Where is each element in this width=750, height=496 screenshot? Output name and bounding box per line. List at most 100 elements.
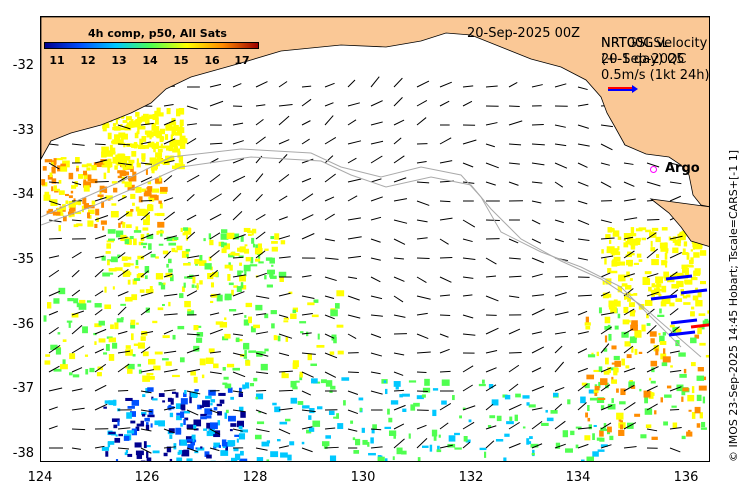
current-arrow bbox=[48, 181, 59, 184]
sst-patch bbox=[208, 428, 215, 435]
current-arrow bbox=[531, 308, 545, 316]
sst-patch bbox=[657, 314, 665, 317]
sst-patch bbox=[186, 458, 193, 461]
sst-patch bbox=[86, 300, 92, 303]
current-arrow bbox=[462, 314, 474, 319]
current-arrow bbox=[209, 232, 221, 240]
current-arrow bbox=[163, 329, 174, 335]
sst-patch bbox=[690, 257, 694, 262]
sst-patch bbox=[141, 188, 147, 192]
sst-patch bbox=[138, 125, 146, 130]
sst-patch bbox=[172, 374, 180, 378]
current-arrow bbox=[646, 428, 658, 432]
sst-patch bbox=[702, 320, 709, 325]
sst-patch bbox=[138, 208, 146, 216]
sst-patch bbox=[528, 404, 536, 408]
current-arrow bbox=[393, 276, 405, 282]
sst-patch bbox=[129, 411, 137, 417]
current-arrow bbox=[94, 363, 107, 373]
sst-patch bbox=[600, 405, 605, 409]
current-arrow bbox=[370, 100, 383, 107]
sst-patch bbox=[698, 243, 703, 249]
sst-patch bbox=[169, 141, 178, 148]
current-arrow bbox=[577, 124, 589, 129]
sst-patch bbox=[672, 422, 678, 429]
sst-patch bbox=[217, 411, 222, 416]
sst-patch bbox=[321, 441, 330, 447]
sst-patch bbox=[686, 264, 693, 268]
sst-patch bbox=[158, 281, 162, 286]
sst-patch bbox=[669, 302, 675, 307]
current-arrow bbox=[600, 291, 611, 297]
sst-patch bbox=[396, 447, 403, 455]
sst-patch bbox=[125, 449, 129, 453]
sst-patch bbox=[151, 396, 154, 400]
sst-patch bbox=[661, 362, 668, 367]
current-arrow bbox=[232, 409, 246, 413]
sst-patch bbox=[250, 326, 256, 333]
sst-patch bbox=[452, 395, 455, 401]
sst-patch bbox=[217, 420, 221, 426]
sst-patch bbox=[122, 120, 128, 123]
sst-patch bbox=[659, 242, 668, 249]
sst-patch bbox=[255, 244, 258, 251]
current-arrow bbox=[186, 348, 200, 354]
current-arrow bbox=[301, 138, 310, 145]
sst-patch bbox=[62, 359, 66, 366]
sst-patch bbox=[223, 376, 229, 380]
sst-patch bbox=[317, 333, 320, 340]
sst-patch bbox=[183, 282, 186, 288]
sst-patch bbox=[174, 163, 183, 168]
sst-patch bbox=[174, 250, 178, 253]
current-arrow bbox=[669, 308, 679, 316]
sst-patch bbox=[82, 197, 87, 204]
sst-patch bbox=[586, 456, 594, 461]
sst-patch bbox=[156, 158, 164, 164]
sst-patch bbox=[143, 144, 150, 149]
sst-patch bbox=[245, 302, 253, 308]
current-arrow bbox=[324, 295, 335, 300]
sst-patch bbox=[328, 410, 335, 416]
sst-patch bbox=[126, 430, 135, 434]
current-arrow bbox=[485, 350, 498, 354]
sst-patch bbox=[111, 256, 118, 263]
sst-patch bbox=[251, 231, 254, 236]
sst-patch bbox=[699, 325, 705, 330]
current-arrow bbox=[48, 269, 60, 278]
sst-patch bbox=[671, 283, 680, 289]
sst-patch bbox=[228, 282, 234, 286]
sst-patch bbox=[130, 322, 136, 329]
sst-patch bbox=[664, 263, 668, 268]
sst-patch bbox=[649, 377, 652, 381]
sst-patch bbox=[633, 262, 640, 265]
sst-patch bbox=[383, 380, 387, 383]
sst-patch bbox=[204, 408, 213, 415]
current-arrow bbox=[416, 219, 428, 223]
sst-patch bbox=[546, 417, 554, 422]
sst-patch bbox=[135, 206, 140, 212]
current-arrow bbox=[255, 389, 267, 392]
sst-patch bbox=[208, 389, 216, 396]
sst-patch bbox=[431, 429, 438, 437]
current-arrow bbox=[209, 213, 222, 221]
sst-patch bbox=[393, 434, 396, 439]
sst-patch bbox=[313, 299, 319, 303]
sst-patch bbox=[179, 143, 186, 149]
sst-patch bbox=[90, 178, 98, 184]
sst-patch bbox=[178, 449, 183, 455]
y-tick-label: -34 bbox=[12, 187, 34, 202]
sst-patch bbox=[638, 227, 647, 231]
current-arrow bbox=[232, 158, 245, 164]
sst-patch bbox=[151, 143, 159, 149]
sst-patch bbox=[565, 448, 573, 453]
sst-patch bbox=[233, 285, 239, 288]
current-arrow bbox=[485, 327, 499, 335]
current-arrow bbox=[186, 174, 200, 183]
sst-patch bbox=[204, 451, 210, 457]
current-arrow bbox=[623, 250, 635, 259]
current-arrow bbox=[301, 312, 313, 316]
current-arrow bbox=[347, 217, 361, 221]
sst-patch bbox=[686, 294, 691, 298]
current-arrow bbox=[508, 403, 522, 411]
sst-patch bbox=[190, 391, 198, 398]
